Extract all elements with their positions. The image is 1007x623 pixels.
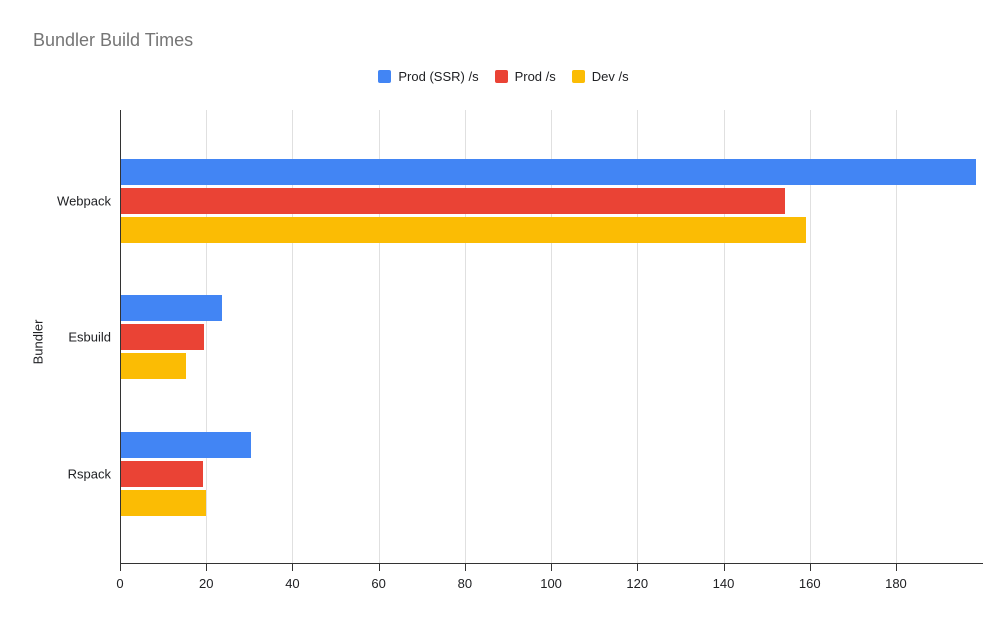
- gridline: [378, 110, 380, 564]
- x-axis-tick-label: 0: [116, 576, 124, 591]
- category-label-rspack: Rspack: [67, 466, 111, 482]
- gridline: [551, 110, 553, 564]
- bar-rspack-dev[interactable]: [120, 489, 207, 516]
- bar-rspack-prod[interactable]: [120, 460, 203, 487]
- bar-esbuild-dev[interactable]: [120, 353, 186, 380]
- category-label-webpack: Webpack: [57, 193, 111, 209]
- gridline: [809, 110, 811, 564]
- category-row-webpack: Webpack: [57, 133, 980, 269]
- x-axis-tick: [206, 564, 208, 571]
- x-axis-tick-label: 20: [198, 576, 214, 591]
- x-axis-tick-label: 140: [712, 576, 735, 591]
- legend-swatch-prod: [494, 70, 508, 83]
- x-axis-tick-label: 80: [457, 576, 473, 591]
- legend: Prod (SSR) /s Prod /s Dev /s: [0, 69, 1007, 84]
- x-axis-tick: [120, 564, 121, 571]
- x-axis-tick: [551, 564, 553, 571]
- bar-esbuild-prod[interactable]: [120, 324, 205, 351]
- x-axis-tick-label: 160: [798, 576, 821, 591]
- y-axis-line: [120, 110, 121, 564]
- x-axis-tick: [464, 564, 466, 571]
- x-axis-tick-label: 100: [540, 576, 562, 591]
- legend-item-prod[interactable]: Prod /s: [494, 69, 556, 84]
- gridline: [292, 110, 294, 564]
- legend-swatch-dev: [571, 70, 585, 83]
- gridline: [464, 110, 466, 564]
- category-row-esbuild: Esbuild: [68, 269, 980, 405]
- category-row-rspack: Rspack: [68, 406, 980, 542]
- x-axis-tick: [292, 564, 294, 571]
- gridline: [723, 110, 725, 564]
- legend-item-prod-ssr[interactable]: Prod (SSR) /s: [378, 69, 479, 84]
- legend-label-prod: Prod /s: [514, 69, 556, 84]
- y-axis-title: Bundler: [30, 319, 46, 365]
- legend-swatch-prod-ssr: [378, 70, 392, 83]
- bar-webpack-prod-ssr[interactable]: [120, 159, 976, 186]
- bar-rspack-prod-ssr[interactable]: [120, 431, 252, 458]
- x-axis-tick: [723, 564, 725, 571]
- x-axis-tick: [895, 564, 897, 571]
- category-label-esbuild: Esbuild: [68, 329, 111, 345]
- legend-label-prod-ssr: Prod (SSR) /s: [398, 69, 479, 84]
- x-axis-tick-label: 60: [371, 576, 386, 591]
- x-axis-tick: [809, 564, 811, 571]
- gridline: [206, 110, 208, 564]
- bar-webpack-dev[interactable]: [120, 217, 807, 244]
- bar-rows: Webpack Esbuild Rspack: [57, 110, 980, 564]
- x-axis-tick-label: 40: [285, 576, 300, 591]
- plot-area: Webpack Esbuild Rspack 0 20 40 60 80 100 120 140 1…: [57, 110, 983, 591]
- legend-label-dev: Dev /s: [591, 69, 629, 84]
- legend-item-dev[interactable]: Dev /s: [571, 69, 629, 84]
- bar-esbuild-prod-ssr[interactable]: [120, 295, 222, 322]
- x-axis-tick-label: 180: [885, 576, 907, 591]
- gridline: [637, 110, 639, 564]
- x-axis-tick: [378, 564, 380, 571]
- x-axis-tick: [637, 564, 639, 571]
- gridline: [895, 110, 897, 564]
- bar-webpack-prod[interactable]: [120, 188, 785, 215]
- x-axis-tick-label: 120: [626, 576, 649, 591]
- x-axis-line: [120, 563, 983, 564]
- chart-title: Bundler Build Times: [33, 30, 194, 50]
